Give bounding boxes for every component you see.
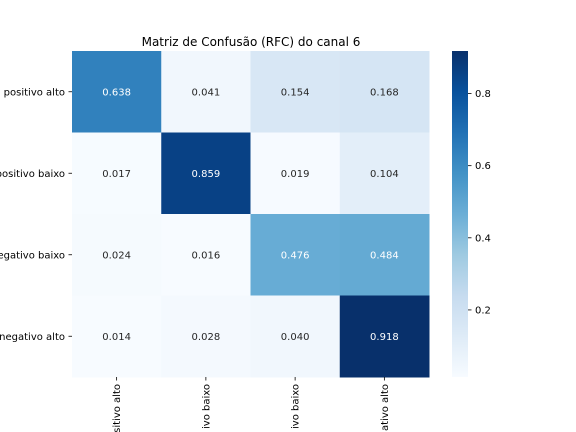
cell-value-label: 0.104	[370, 169, 399, 180]
heatmap-cell	[250, 51, 341, 133]
row-tick-label: positivo baixo	[0, 169, 65, 180]
heatmap-cell	[72, 214, 162, 296]
colorbar-tick-label: 0.2	[475, 305, 491, 316]
heatmap-cell	[339, 214, 430, 296]
heatmap-cells: 0.638 0.041 0.154 0.168 0.017 0.859 0.019 0.104…	[72, 51, 430, 378]
heatmap-cell	[72, 295, 162, 378]
column-tick-label: ivo baixo	[201, 384, 212, 429]
row-tick-label: negativo alto	[0, 332, 65, 343]
row-tick-labels: o positivo alto positivo baixo egativo bai…	[0, 87, 72, 343]
cell-value-label: 0.154	[281, 87, 310, 98]
cell-value-label: 0.019	[281, 169, 310, 180]
heatmap-cell	[161, 295, 251, 378]
column-tick-label: ivo baixo	[291, 384, 302, 429]
heatmap-cell	[339, 132, 430, 215]
colorbar-tick-label: 0.8	[475, 89, 491, 100]
heatmap-cell	[72, 132, 162, 215]
heatmap-cell	[161, 51, 251, 133]
cell-value-label: 0.168	[370, 87, 399, 98]
cell-value-label: 0.024	[102, 250, 131, 261]
cell-value-label: 0.016	[192, 250, 221, 261]
cell-value-label: 0.484	[370, 250, 399, 261]
heatmap-cell	[161, 214, 251, 296]
cell-value-label: 0.918	[370, 332, 399, 343]
cell-value-label: 0.040	[281, 332, 310, 343]
cell-value-label: 0.017	[102, 169, 131, 180]
column-tick-label: ativo alto	[380, 384, 391, 431]
cell-value-label: 0.041	[192, 87, 221, 98]
row-tick-label: o positivo alto	[0, 87, 65, 98]
cell-value-label: 0.859	[192, 169, 221, 180]
chart-title: Matriz de Confusão (RFC) do canal 6	[142, 35, 361, 49]
row-tick-label: egativo baixo	[0, 250, 65, 261]
cell-value-label: 0.638	[102, 87, 131, 98]
colorbar-tick-label: 0.6	[475, 161, 491, 172]
colorbar-ticks: 0.2 0.4 0.6 0.8	[468, 89, 491, 316]
heatmap-cell	[250, 132, 341, 215]
column-tick-labels: sitivo alto ivo baixo ivo baixo ativo alto	[112, 377, 391, 432]
heatmap-cell	[161, 132, 251, 215]
cell-value-label: 0.476	[281, 250, 310, 261]
colorbar-gradient	[452, 51, 468, 377]
heatmap-cell	[250, 295, 341, 378]
heatmap-cell	[72, 51, 162, 133]
colorbar: 0.2 0.4 0.6 0.8	[452, 51, 491, 377]
heatmap-cell	[339, 295, 430, 378]
cell-value-label: 0.014	[102, 332, 131, 343]
heatmap-cell	[250, 214, 341, 296]
column-tick-label: sitivo alto	[112, 384, 123, 432]
colorbar-tick-label: 0.4	[475, 233, 491, 244]
cell-value-label: 0.028	[192, 332, 221, 343]
heatmap-cell	[339, 51, 430, 133]
